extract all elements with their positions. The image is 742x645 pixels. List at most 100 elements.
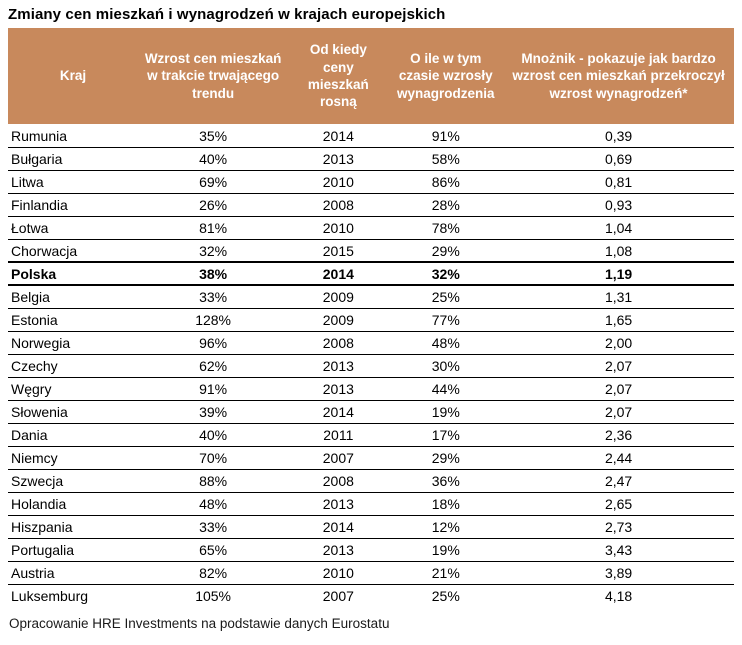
cell-kraj: Polska — [8, 261, 138, 286]
cell-od-kiedy: 2009 — [288, 308, 389, 332]
table-row: Słowenia 39% 2014 19% 2,07 — [8, 400, 734, 424]
cell-mnoznik: 4,18 — [604, 588, 633, 605]
cell-wzrost-wynagrodzen: 32% — [388, 261, 504, 286]
cell-mnoznik: 2,44 — [503, 446, 734, 470]
cell-mnoznik: 2,36 — [503, 423, 734, 447]
cell-od-kiedy: 2013 — [288, 377, 389, 401]
table-row: Belgia 33% 2009 25% 1,31 — [8, 285, 734, 309]
cell-mnoznik: 0,93 — [503, 193, 734, 217]
cell-wzrost-cen: 40% — [137, 147, 289, 171]
cell-mnoznik: 0,69 — [503, 147, 734, 171]
table-row: Bułgaria 40% 2013 58% 0,69 — [8, 147, 734, 171]
table-row: Norwegia 96% 2008 48% 2,00 — [8, 331, 734, 355]
table-row: Luksemburg 105% 2007 25% 4,18 — [8, 584, 734, 607]
cell-od-kiedy: 2008 — [288, 193, 389, 217]
cell-wzrost-cen: 33% — [137, 515, 289, 539]
cell-wzrost-wynagrodzen: 36% — [388, 469, 504, 493]
cell-mnoznik: 1,08 — [503, 239, 734, 263]
cell-mnoznik: 3,89 — [503, 561, 734, 585]
cell-wzrost-wynagrodzen: 25% — [431, 588, 460, 605]
cell-mnoznik: 1,31 — [503, 285, 734, 309]
table-row: Portugalia 65% 2013 19% 3,43 — [8, 538, 734, 562]
cell-mnoznik: 0,39 — [503, 124, 734, 148]
cell-mnoznik: 2,65 — [503, 492, 734, 516]
cell-wzrost-cen: 81% — [137, 216, 289, 240]
cell-wzrost-wynagrodzen: 21% — [388, 561, 504, 585]
table-row: Estonia 128% 2009 77% 1,65 — [8, 308, 734, 332]
cell-wzrost-cen: 70% — [137, 446, 289, 470]
cell-wzrost-wynagrodzen: 91% — [388, 124, 504, 148]
cell-wzrost-cen: 65% — [137, 538, 289, 562]
cell-od-kiedy: 2014 — [288, 124, 389, 148]
cell-od-kiedy: 2013 — [288, 147, 389, 171]
table-row: Litwa 69% 2010 86% 0,81 — [8, 170, 734, 194]
cell-kraj: Portugalia — [8, 538, 138, 562]
cell-wzrost-cen: 35% — [137, 124, 289, 148]
cell-wzrost-wynagrodzen: 18% — [388, 492, 504, 516]
cell-od-kiedy: 2007 — [322, 588, 354, 605]
table-row: Rumunia 35% 2014 91% 0,39 — [8, 124, 734, 148]
cell-mnoznik: 1,65 — [503, 308, 734, 332]
cell-wzrost-wynagrodzen: 48% — [388, 331, 504, 355]
cell-mnoznik: 2,07 — [503, 400, 734, 424]
cell-wzrost-cen: 62% — [137, 354, 289, 378]
cell-wzrost-cen: 32% — [137, 239, 289, 263]
cell-kraj: Litwa — [8, 170, 138, 194]
column-header-kraj: Kraj — [8, 28, 138, 124]
cell-mnoznik: 2,73 — [503, 515, 734, 539]
cell-wzrost-wynagrodzen: 58% — [388, 147, 504, 171]
cell-wzrost-wynagrodzen: 12% — [388, 515, 504, 539]
cell-wzrost-wynagrodzen: 77% — [388, 308, 504, 332]
cell-od-kiedy: 2015 — [288, 239, 389, 263]
cell-kraj: Niemcy — [8, 446, 138, 470]
cell-kraj: Dania — [8, 423, 138, 447]
table-row: Polska 38% 2014 32% 1,19 — [8, 261, 734, 286]
cell-wzrost-cen: 48% — [137, 492, 289, 516]
table-body: Rumunia 35% 2014 91% 0,39 Bułgaria 40% 2013 58% 0… — [8, 124, 734, 607]
cell-wzrost-cen: 91% — [137, 377, 289, 401]
cell-wzrost-cen: 88% — [137, 469, 289, 493]
cell-wzrost-wynagrodzen: 19% — [388, 400, 504, 424]
column-header-od-kiedy: Od kiedy ceny mieszkań rosną — [288, 28, 389, 124]
cell-kraj: Holandia — [8, 492, 138, 516]
cell-wzrost-cen: 69% — [137, 170, 289, 194]
cell-wzrost-wynagrodzen: 28% — [388, 193, 504, 217]
cell-wzrost-cen: 39% — [137, 400, 289, 424]
table-row: Chorwacja 32% 2015 29% 1,08 — [8, 239, 734, 263]
cell-kraj: Węgry — [8, 377, 138, 401]
cell-kraj: Chorwacja — [8, 239, 138, 263]
column-header-wzrost-cen: Wzrost cen mieszkań w trakcie trwającego… — [137, 28, 289, 124]
table-row: Niemcy 70% 2007 29% 2,44 — [8, 446, 734, 470]
cell-mnoznik: 2,07 — [503, 354, 734, 378]
cell-od-kiedy: 2009 — [288, 285, 389, 309]
cell-kraj: Rumunia — [8, 124, 138, 148]
table-row: Austria 82% 2010 21% 3,89 — [8, 561, 734, 585]
cell-kraj: Austria — [8, 561, 138, 585]
cell-wzrost-wynagrodzen: 17% — [388, 423, 504, 447]
cell-kraj: Łotwa — [8, 216, 138, 240]
cell-mnoznik: 1,19 — [503, 261, 734, 286]
cell-kraj: Estonia — [8, 308, 138, 332]
cell-wzrost-cen: 128% — [137, 308, 289, 332]
cell-od-kiedy: 2008 — [288, 469, 389, 493]
cell-od-kiedy: 2014 — [288, 515, 389, 539]
cell-kraj: Norwegia — [8, 331, 138, 355]
cell-mnoznik: 2,47 — [503, 469, 734, 493]
cell-od-kiedy: 2013 — [288, 354, 389, 378]
cell-kraj: Hiszpania — [8, 515, 138, 539]
table-row: Finlandia 26% 2008 28% 0,93 — [8, 193, 734, 217]
table-header: Kraj Wzrost cen mieszkań w trakcie trwaj… — [8, 28, 734, 124]
cell-wzrost-cen: 26% — [137, 193, 289, 217]
cell-kraj: Bułgaria — [8, 147, 138, 171]
cell-wzrost-wynagrodzen: 19% — [388, 538, 504, 562]
table-row: Hiszpania 33% 2014 12% 2,73 — [8, 515, 734, 539]
cell-kraj: Czechy — [8, 354, 138, 378]
cell-mnoznik: 2,00 — [503, 331, 734, 355]
cell-od-kiedy: 2007 — [288, 446, 389, 470]
cell-mnoznik: 3,43 — [503, 538, 734, 562]
cell-od-kiedy: 2010 — [288, 170, 389, 194]
table-row: Czechy 62% 2013 30% 2,07 — [8, 354, 734, 378]
cell-kraj: Belgia — [8, 285, 138, 309]
cell-kraj: Szwecja — [8, 469, 138, 493]
